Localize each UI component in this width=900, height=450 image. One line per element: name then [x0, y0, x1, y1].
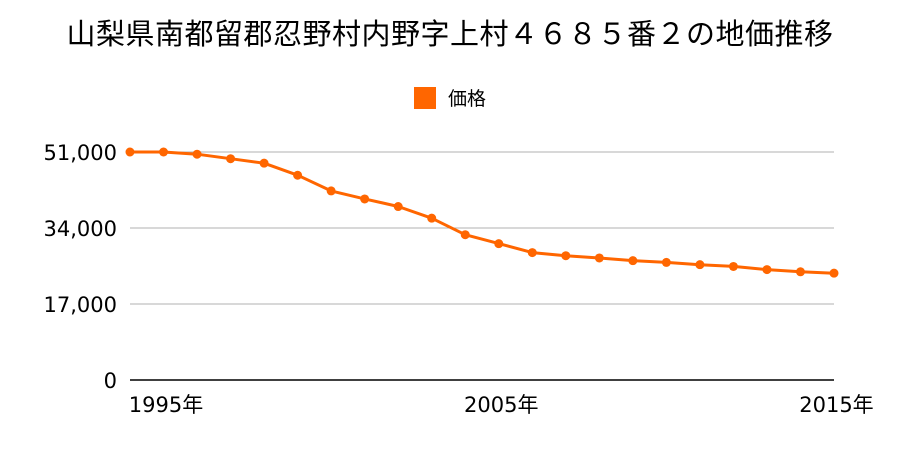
grid-layer [130, 151, 834, 305]
label-layer: 0 17,000 34,000 51,000 1995年 2005年 2015年 [44, 141, 874, 417]
data-point [259, 158, 269, 168]
data-point [326, 186, 336, 196]
data-point [460, 230, 470, 240]
x-tick-label: 1995年 [129, 393, 203, 417]
x-tick-label: 2015年 [799, 393, 873, 417]
data-point [561, 251, 571, 261]
data-point [494, 239, 504, 249]
data-point [628, 256, 638, 266]
y-tick-label: 34,000 [44, 217, 117, 241]
data-point [125, 147, 135, 157]
data-point [661, 257, 671, 267]
data-point [192, 149, 202, 159]
data-point [762, 265, 772, 275]
x-tick-label: 2005年 [464, 393, 538, 417]
series-layer [125, 147, 839, 278]
data-point [360, 194, 370, 204]
y-tick-label: 0 [104, 369, 117, 393]
data-point [594, 253, 604, 263]
y-tick-label: 17,000 [44, 293, 117, 317]
legend-label: 価格 [447, 88, 486, 110]
data-point [393, 202, 403, 212]
legend: 価格 [0, 84, 900, 111]
data-point [695, 260, 705, 270]
series-line [130, 150, 835, 275]
legend-swatch [413, 86, 436, 109]
data-point [293, 170, 303, 180]
data-point [728, 261, 738, 271]
data-point [427, 213, 437, 223]
data-point [226, 154, 236, 164]
data-point [527, 248, 537, 258]
data-point [795, 267, 805, 277]
y-tick-label: 51,000 [44, 141, 117, 165]
chart-title: 山梨県南都留郡忍野村内野字上村４６８５番２の地価推移 [66, 17, 834, 51]
data-point [159, 147, 169, 157]
data-point [829, 268, 839, 278]
